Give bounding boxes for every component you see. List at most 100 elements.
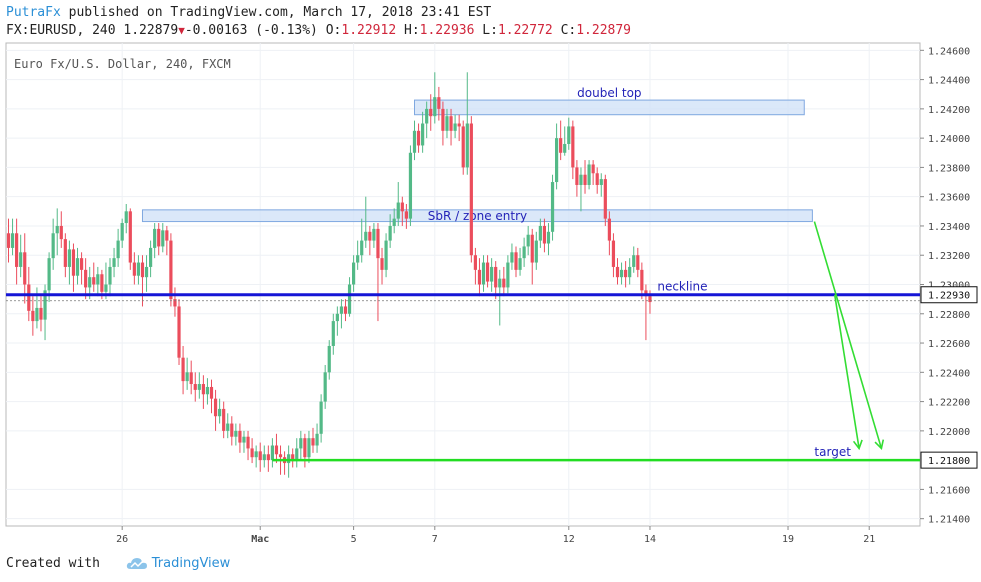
candle-body	[352, 262, 356, 285]
candle-body	[209, 386, 214, 399]
candle-body	[408, 152, 413, 219]
candle-body	[315, 433, 319, 446]
candle-body	[546, 231, 551, 244]
candle-body	[226, 423, 230, 431]
candle-body	[84, 269, 88, 288]
open-label: O:	[325, 23, 342, 38]
candle-body	[571, 126, 575, 168]
candle-body	[10, 233, 15, 248]
candle-body	[165, 230, 169, 241]
candle-body	[193, 384, 197, 390]
y-tick-label: 1.21600	[928, 485, 970, 496]
candle-body	[619, 269, 624, 278]
candle-body	[132, 262, 136, 276]
candle-body	[254, 451, 258, 458]
x-tick-label: 5	[351, 534, 357, 545]
candle-body	[140, 262, 145, 278]
price-chart[interactable]: Euro Fx/U.S. Dollar, 240, FXCM doubel to…	[0, 0, 981, 545]
projection-arrow-head	[874, 439, 885, 451]
last-price: 1.22879	[123, 23, 179, 38]
tradingview-logo-icon	[126, 558, 147, 569]
candle-body	[136, 262, 141, 276]
symbol-label: FX:EURUSD, 240	[6, 23, 116, 38]
candle-body	[19, 252, 23, 267]
y-tick-label: 1.23000	[928, 281, 970, 292]
candle-body	[648, 296, 652, 303]
candle-body	[303, 438, 307, 458]
candle-body	[477, 269, 482, 285]
candle-body	[319, 401, 323, 434]
candle-body	[287, 454, 291, 464]
candle-body	[445, 116, 449, 131]
candle-body	[360, 240, 364, 256]
candle-body	[441, 108, 445, 131]
close-value: 1.22879	[576, 23, 632, 38]
candle-body	[75, 258, 80, 276]
candle-body	[400, 202, 404, 212]
candle-body	[295, 448, 299, 461]
candle-body	[262, 454, 266, 461]
candle-body	[39, 307, 43, 320]
candle-body	[392, 218, 396, 226]
candle-body	[510, 252, 514, 263]
candle-body	[534, 240, 538, 263]
current-price-badge-box	[920, 286, 978, 304]
candle-body	[63, 239, 67, 267]
candle-body	[299, 438, 303, 449]
author-name[interactable]: PutraFx	[6, 5, 61, 20]
candle-body	[567, 126, 571, 144]
candle-body	[437, 97, 441, 109]
candle-body	[177, 306, 181, 358]
candle-body	[278, 454, 283, 458]
y-tick-label: 1.23400	[928, 222, 970, 233]
zones: doubel top SbR / zone entry	[141, 86, 813, 223]
x-tick-label: 14	[644, 534, 656, 545]
tradingview-brand[interactable]: TradingView	[151, 556, 231, 571]
candle-body	[469, 123, 473, 256]
candle-body	[189, 372, 193, 385]
candle-body	[96, 274, 100, 285]
candle-body	[242, 436, 246, 443]
candle-body	[506, 262, 510, 288]
candle-body	[157, 228, 161, 247]
x-tick-label: Mac	[251, 534, 269, 545]
candle-body	[404, 211, 408, 219]
candle-body	[335, 313, 339, 322]
candle-body	[490, 266, 494, 282]
zone-label: doubel top	[577, 86, 641, 100]
candle-body	[372, 228, 376, 241]
candle-body	[498, 278, 502, 288]
candle-body	[555, 138, 559, 183]
zone-label: SbR / zone entry	[428, 209, 527, 223]
neckline-label: neckline	[657, 280, 707, 294]
candle-body	[205, 386, 210, 395]
candle-body	[173, 299, 177, 307]
target-price-badge-label: 1.21800	[928, 456, 970, 467]
candle-body	[55, 225, 59, 234]
candle-body	[485, 262, 490, 282]
candle-body	[339, 306, 344, 314]
candle-body	[250, 448, 254, 458]
candle-body	[542, 225, 547, 244]
candle-body	[197, 384, 201, 390]
created-with-text: Created with	[6, 556, 100, 571]
candle-body	[368, 231, 372, 241]
candle-body	[266, 454, 270, 461]
candle-body	[502, 278, 506, 288]
candle-body	[43, 290, 47, 320]
candle-body	[412, 130, 417, 153]
low-label: L:	[482, 23, 498, 38]
candle-body	[79, 258, 84, 270]
close-label: C:	[560, 23, 577, 38]
candle-body	[587, 164, 591, 185]
candle-body	[161, 230, 165, 247]
candle-body	[27, 284, 31, 311]
candle-body	[465, 123, 469, 168]
candle-body	[640, 269, 644, 291]
candle-body	[364, 231, 368, 241]
candle-body	[518, 258, 522, 270]
candle-body	[530, 234, 534, 263]
y-tick-label: 1.24400	[928, 76, 970, 87]
candle-body	[144, 266, 149, 278]
candle-body	[396, 202, 400, 219]
